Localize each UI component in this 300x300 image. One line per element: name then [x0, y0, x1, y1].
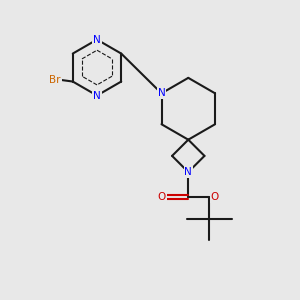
- Text: O: O: [158, 192, 166, 202]
- Text: N: N: [93, 34, 101, 45]
- Text: Br: Br: [50, 75, 61, 85]
- Text: O: O: [211, 192, 219, 202]
- Text: N: N: [184, 167, 192, 177]
- Text: N: N: [93, 91, 101, 100]
- Text: N: N: [158, 88, 165, 98]
